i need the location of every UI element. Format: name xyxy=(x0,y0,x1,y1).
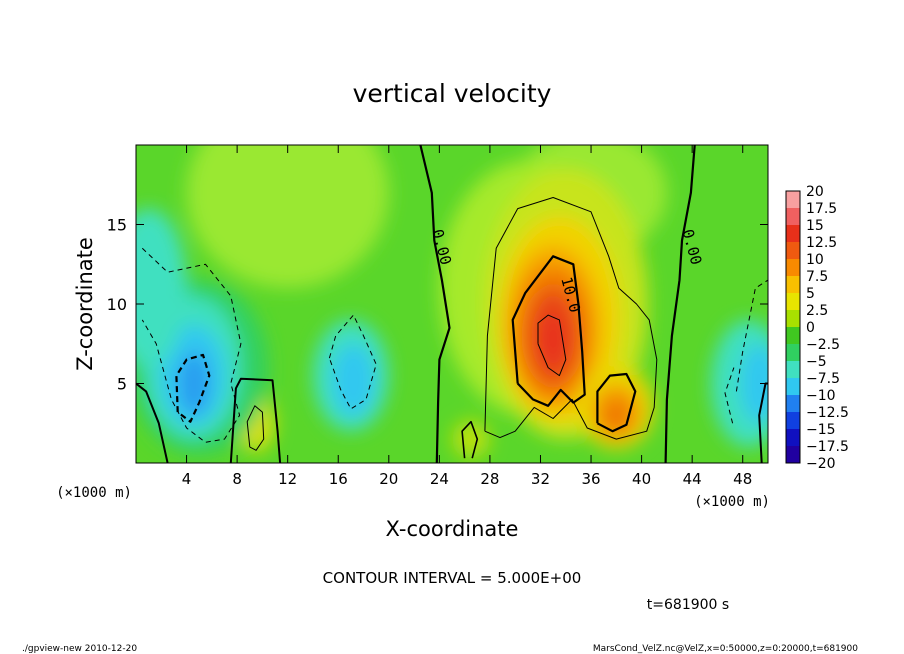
colorbar-label-9: −2.5 xyxy=(806,337,840,353)
colorbar-swatch-8 xyxy=(786,327,800,345)
contour-line-10 xyxy=(537,314,567,377)
contour-line-6 xyxy=(461,420,479,459)
colorbar-label-15: −17.5 xyxy=(806,439,849,455)
colorbar-swatch-9 xyxy=(786,344,800,362)
colorbar-label-0: 20 xyxy=(806,184,824,200)
y-tick-label-2: 15 xyxy=(107,216,127,235)
shade-patch-19 xyxy=(331,343,375,417)
colorbar-label-14: −15 xyxy=(806,422,836,438)
colorbar-label-10: −5 xyxy=(806,354,827,370)
chart-title: vertical velocity xyxy=(353,79,552,108)
velocity-field xyxy=(136,145,768,463)
colorbar-swatch-4 xyxy=(786,259,800,277)
contour-lines xyxy=(136,145,768,463)
colorbar-label-4: 10 xyxy=(806,252,824,268)
field-shading xyxy=(136,145,768,459)
colorbar-swatch-13 xyxy=(786,412,800,430)
contour-line-11 xyxy=(141,247,242,443)
colorbar-swatch-10 xyxy=(786,361,800,379)
colorbar-label-8: 0 xyxy=(806,320,815,336)
colorbar-label-16: −20 xyxy=(806,456,836,472)
contour-line-14 xyxy=(735,279,768,392)
contour-line-15 xyxy=(724,367,735,424)
contour-line-7 xyxy=(484,197,658,440)
x-tick-label-0: 4 xyxy=(182,470,192,488)
x-tick-label-5: 24 xyxy=(430,470,449,488)
contour-line-5 xyxy=(246,405,265,451)
colorbar-swatch-3 xyxy=(786,242,800,260)
shade-patch-17 xyxy=(178,351,210,416)
colorbar-swatch-6 xyxy=(786,293,800,311)
y-tick-label-0: 5 xyxy=(117,375,127,394)
x-tick-label-3: 16 xyxy=(329,470,348,488)
contour-line-0 xyxy=(419,145,451,463)
x-axis-label: X-coordinate xyxy=(386,517,519,541)
contour-line-2 xyxy=(136,382,169,463)
colorbar-label-3: 12.5 xyxy=(806,235,837,251)
colorbar-label-13: −12.5 xyxy=(806,405,849,421)
x-unit-right: (×1000 m) xyxy=(694,494,770,510)
colorbar-swatch-2 xyxy=(786,225,800,243)
contour-line-3 xyxy=(229,377,282,463)
colorbar-swatch-7 xyxy=(786,310,800,328)
x-unit-left: (×1000 m) xyxy=(56,485,132,501)
colorbar-label-1: 17.5 xyxy=(806,201,837,217)
x-tick-label-7: 32 xyxy=(531,470,550,488)
y-tick-label-1: 10 xyxy=(107,295,127,314)
x-tick-label-11: 48 xyxy=(733,470,752,488)
shade-patch-11 xyxy=(601,397,632,433)
shade-patch-22 xyxy=(136,208,187,368)
colorbar-swatch-15 xyxy=(786,446,800,464)
contour-line-12 xyxy=(175,353,211,423)
time-stamp: t=681900 s xyxy=(647,597,729,613)
colorbar-frame xyxy=(785,190,801,464)
colorbar-label-11: −7.5 xyxy=(806,371,840,387)
colorbar-label-2: 15 xyxy=(806,218,824,234)
x-tick-label-1: 8 xyxy=(232,470,242,488)
x-tick-label-4: 20 xyxy=(379,470,398,488)
colorbar-label-12: −10 xyxy=(806,388,836,404)
contour-line-9 xyxy=(596,372,637,433)
colorbar-swatch-11 xyxy=(786,378,800,396)
colorbar-label-6: 5 xyxy=(806,286,815,302)
x-tick-label-9: 40 xyxy=(632,470,651,488)
x-tick-label-8: 36 xyxy=(581,470,600,488)
contour-line-8 xyxy=(511,255,586,407)
shade-patch-13 xyxy=(452,420,490,459)
x-tick-label-6: 28 xyxy=(480,470,499,488)
footer-left: ./gpview-new 2010-12-20 xyxy=(22,644,137,654)
contour-interval-note: CONTOUR INTERVAL = 5.000E+00 xyxy=(323,569,582,587)
shade-patch-0 xyxy=(186,145,389,289)
colorbar-swatch-14 xyxy=(786,429,800,447)
colorbar-swatch-12 xyxy=(786,395,800,413)
y-axis-label: Z-coordinate xyxy=(73,237,97,371)
contour-line-13 xyxy=(328,314,377,410)
colorbar-swatch-1 xyxy=(786,208,800,226)
contour-line-1 xyxy=(664,145,696,463)
colorbar-swatch-0 xyxy=(786,191,800,209)
x-tick-label-10: 44 xyxy=(683,470,702,488)
colorbar: 2017.51512.5107.552.50−2.5−5−7.5−10−12.5… xyxy=(785,184,849,472)
x-tick-label-2: 12 xyxy=(278,470,297,488)
colorbar-swatch-5 xyxy=(786,276,800,294)
footer-right: MarsCond_VelZ.nc@VelZ,x=0:50000,z=0:2000… xyxy=(593,644,858,654)
colorbar-label-5: 7.5 xyxy=(806,269,828,285)
colorbar-label-7: 2.5 xyxy=(806,303,828,319)
